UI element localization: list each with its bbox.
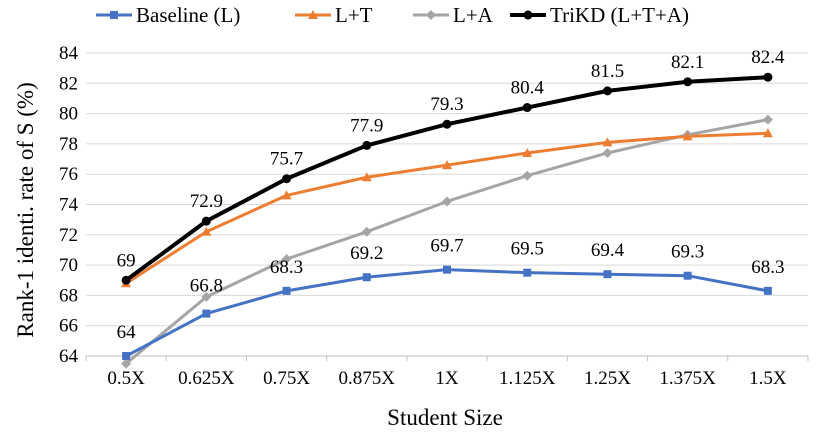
legend-swatch-marker: [308, 10, 318, 19]
markers-group: [121, 72, 773, 369]
point-l-t: [522, 147, 533, 157]
point-trikd-l-t-a: [763, 72, 773, 82]
point-baseline-l: [683, 271, 692, 280]
point-baseline-l: [443, 265, 451, 274]
y-tick-label: 84: [59, 43, 79, 64]
legend-swatch-marker: [426, 10, 436, 20]
point-baseline-l: [763, 286, 772, 295]
x-tick-label: 1X: [435, 368, 459, 389]
y-tick-label: 72: [59, 225, 78, 246]
data-label-baseline: 66.8: [190, 276, 223, 297]
point-trikd-l-t-a: [282, 174, 292, 184]
point-l-a: [361, 226, 372, 237]
axes: 64 66 68 70 72 74 76 78 80 82 84 0.5X 0.625X 0.75X 0.8…: [59, 43, 809, 389]
point-trikd-l-t-a: [442, 119, 452, 129]
y-tick-label: 66: [59, 316, 78, 337]
y-tick-label: 76: [59, 164, 78, 185]
y-tick-label: 64: [59, 346, 79, 367]
legend-label: L+A: [453, 3, 494, 27]
point-trikd-l-t-a: [683, 77, 693, 87]
legend-label: L+T: [335, 3, 373, 27]
data-labels: 64 66.8 68.3 69.2 69.7 69.5 69.4 69.3 68.3 69 72.9…: [117, 47, 785, 343]
point-l-t: [442, 160, 452, 170]
x-axis-title: Student Size: [387, 405, 503, 430]
point-baseline-l: [122, 352, 131, 360]
point-l-t: [682, 131, 693, 141]
data-label-trikd: 82.1: [671, 52, 704, 73]
legend-swatch-marker: [523, 10, 533, 20]
legend-swatch-marker: [110, 11, 118, 19]
point-l-a: [442, 196, 452, 207]
data-label-trikd: 77.9: [350, 115, 383, 136]
point-baseline-l: [523, 268, 532, 277]
point-l-t: [281, 190, 292, 200]
point-trikd-l-t-a: [362, 140, 372, 150]
data-label-baseline: 69.4: [591, 240, 625, 261]
y-tick-label: 74: [59, 195, 79, 216]
data-label-baseline: 68.3: [270, 257, 303, 278]
legend: Baseline (L) L+T L+A TriKD (L+T+A): [96, 3, 689, 27]
x-tick-label: 1.5X: [749, 368, 787, 389]
y-tick-label: 68: [59, 285, 78, 306]
point-l-t: [201, 226, 212, 236]
point-trikd-l-t-a: [602, 86, 612, 96]
data-label-trikd: 81.5: [591, 61, 624, 82]
x-tick-label: 1.125X: [499, 368, 556, 389]
point-l-a: [522, 170, 533, 181]
data-label-trikd: 69: [117, 250, 136, 271]
data-label-trikd: 75.7: [270, 149, 303, 170]
data-label-trikd: 79.3: [430, 94, 463, 115]
point-l-t: [361, 172, 372, 182]
point-baseline-l: [362, 273, 371, 282]
x-tick-label: 1.375X: [659, 368, 716, 389]
point-l-t: [602, 137, 613, 147]
data-label-baseline: 64: [117, 322, 137, 343]
point-baseline-l: [603, 270, 612, 279]
data-label-baseline: 69.7: [430, 236, 463, 257]
x-tick-label: 0.875X: [339, 368, 396, 389]
x-tick-label: 0.75X: [263, 368, 310, 389]
y-tick-label: 82: [59, 73, 78, 94]
data-label-trikd: 72.9: [190, 191, 223, 212]
legend-label: Baseline (L): [136, 3, 240, 27]
x-tick-label: 0.5X: [107, 368, 145, 389]
y-axis-title: Rank-1 identi. rate of S (%): [13, 82, 38, 337]
y-tick-label: 70: [59, 255, 78, 276]
point-trikd-l-t-a: [201, 216, 211, 226]
data-label-trikd: 80.4: [511, 78, 545, 99]
point-l-a: [762, 114, 773, 125]
point-l-t: [762, 128, 773, 138]
point-trikd-l-t-a: [522, 103, 532, 113]
x-tick-label: 1.25X: [584, 368, 631, 389]
point-l-a: [121, 358, 132, 369]
data-label-baseline: 69.2: [350, 243, 383, 264]
point-l-a: [281, 254, 292, 265]
point-baseline-l: [202, 309, 211, 318]
data-label-baseline: 68.3: [751, 257, 784, 278]
point-trikd-l-t-a: [121, 275, 131, 285]
point-baseline-l: [282, 286, 291, 295]
point-l-a: [201, 291, 212, 302]
data-label-baseline: 69.5: [511, 239, 544, 260]
legend-label: TriKD (L+T+A): [550, 3, 689, 27]
y-tick-label: 80: [59, 104, 78, 125]
y-tick-label: 78: [59, 134, 78, 155]
x-tick-label: 0.625X: [178, 368, 235, 389]
data-label-baseline: 69.3: [671, 242, 704, 263]
data-label-trikd: 82.4: [751, 47, 785, 68]
point-l-a: [602, 147, 613, 158]
